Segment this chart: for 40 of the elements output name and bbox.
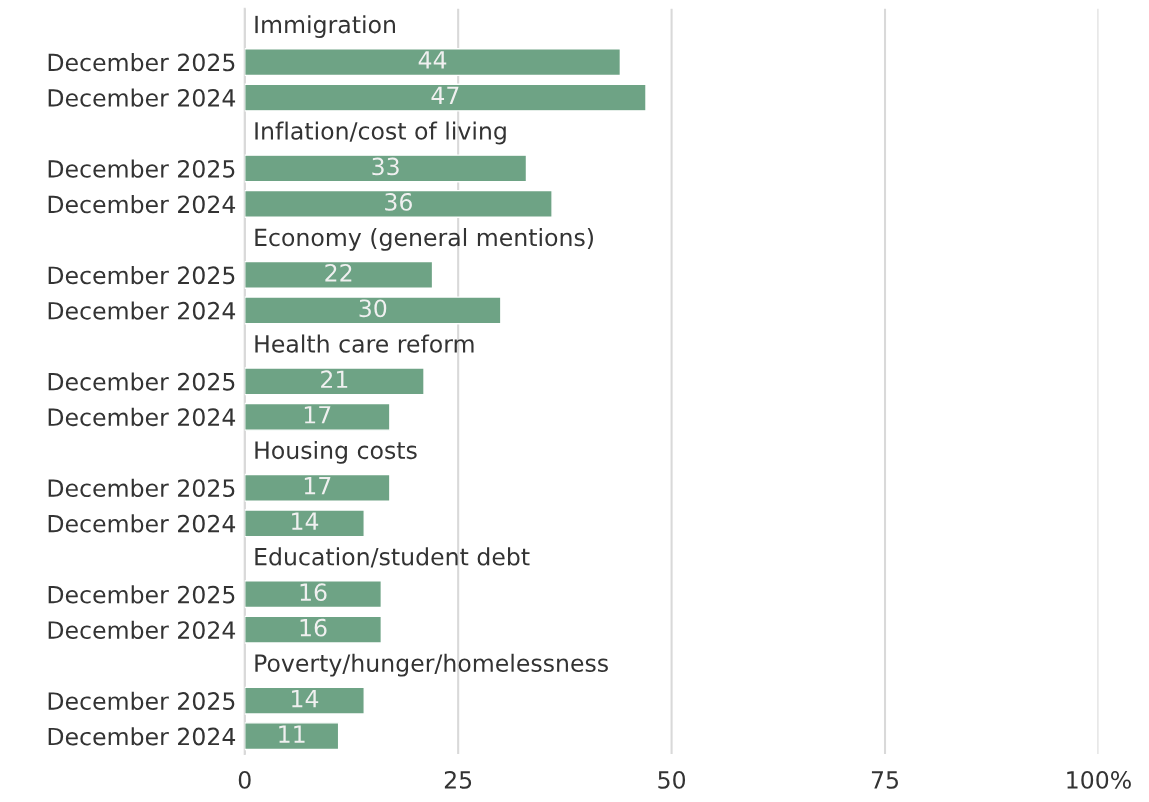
x-tick-label: 100%	[1067, 770, 1131, 789]
y-tick-label: December 2024	[48, 620, 236, 640]
annotation: Housing costs	[255, 440, 417, 464]
annotation: Economy (general mentions)	[255, 228, 593, 251]
data-label: 16	[300, 583, 327, 602]
y-tick-label: December 2024	[48, 88, 236, 107]
y-tick-label: December 2025	[48, 159, 235, 178]
data-label: 33	[372, 157, 399, 176]
y-tick-label: December 2025	[48, 265, 235, 285]
y-tick-label: December 2024	[48, 301, 236, 320]
x-tick-label: 75	[871, 771, 898, 789]
annotation: Immigration	[255, 15, 395, 38]
y-tick-label: December 2025	[48, 372, 235, 391]
y-tick-label: December 2024	[48, 194, 236, 214]
data-label: 36	[385, 192, 412, 211]
data-label: 16	[300, 618, 327, 637]
y-tick-label: December 2025	[48, 691, 235, 710]
x-tick-label: 0	[238, 770, 251, 789]
y-tick-label: December 2024	[48, 514, 236, 533]
y-tick-label: December 2024	[48, 727, 236, 746]
y-tick-label: December 2025	[48, 53, 235, 72]
data-label: 11	[279, 725, 305, 743]
annotation: Inflation/cost of living	[255, 121, 506, 145]
data-label: 17	[304, 406, 331, 424]
data-label: 21	[321, 370, 348, 388]
data-label: 47	[431, 86, 459, 105]
y-tick-label: December 2024	[48, 407, 236, 427]
data-label: 17	[304, 477, 331, 495]
data-label: 14	[292, 512, 319, 530]
y-tick-label: December 2025	[48, 478, 235, 498]
annotation: Education/student debt	[255, 547, 530, 568]
x-tick-label: 50	[658, 770, 686, 789]
annotation: Poverty/hunger/homelessness	[255, 653, 608, 677]
data-label: 22	[325, 263, 352, 282]
data-label: 14	[292, 689, 319, 708]
data-label: 30	[359, 299, 387, 318]
annotation: Health care reform	[255, 334, 474, 353]
x-tick-label: 25	[444, 770, 472, 789]
data-label: 44	[418, 51, 447, 69]
y-tick-label: December 2025	[48, 585, 235, 604]
